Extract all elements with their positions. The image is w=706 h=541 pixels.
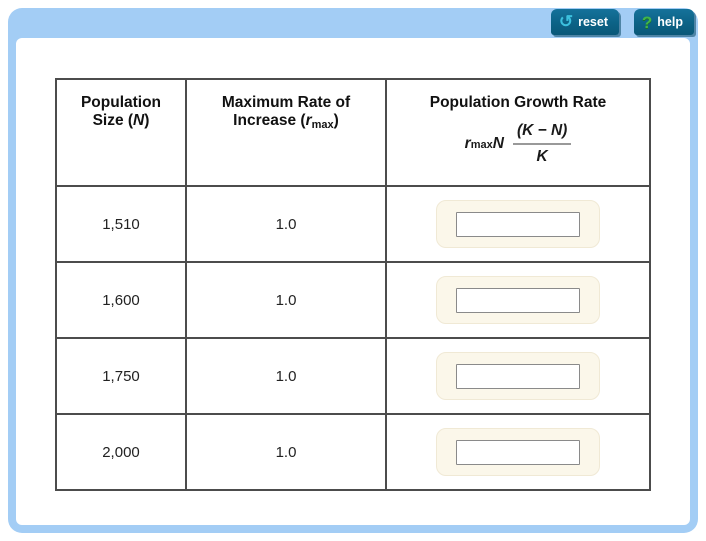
header-max-rate-line1: Maximum Rate of: [221, 94, 351, 111]
table-row: 2,000 1.0: [55, 413, 651, 491]
reset-arrow-icon: ↺: [558, 11, 574, 31]
table-row: 1,510 1.0: [55, 185, 651, 263]
growth-rate-input-row3[interactable]: [456, 363, 580, 389]
population-growth-table: Population Size (N) Maximum Rate of Incr…: [55, 78, 651, 491]
header-population-size: Population Size (N): [55, 78, 187, 187]
header-row: Population Size (N) Maximum Rate of Incr…: [55, 78, 651, 187]
growth-rate-cell: [385, 261, 651, 339]
answer-field-wrapper: [436, 276, 600, 324]
table-row: 1,600 1.0: [55, 261, 651, 339]
formula-numerator: (K − N): [512, 122, 572, 145]
growth-rate-input-row1[interactable]: [456, 211, 580, 237]
formula-fraction: (K − N) K: [512, 122, 572, 166]
table-row: 1,750 1.0: [55, 337, 651, 415]
header-growth-rate-title: Population Growth Rate: [429, 94, 607, 111]
reset-button[interactable]: ↺ reset: [550, 9, 619, 35]
growth-rate-input-row4[interactable]: [456, 439, 580, 465]
header-population-size-line1: Population: [80, 94, 162, 111]
reset-button-label: reset: [578, 15, 608, 29]
header-max-rate: Maximum Rate of Increase (rmax): [185, 78, 387, 187]
population-size-value: 2,000: [55, 413, 187, 491]
max-rate-value: 1.0: [185, 337, 387, 415]
growth-rate-cell: [385, 337, 651, 415]
growth-rate-formula: r max N (K − N) K: [387, 122, 649, 166]
max-rate-value: 1.0: [185, 185, 387, 263]
header-growth-rate: Population Growth Rate r max N (K − N) K: [385, 78, 651, 187]
growth-rate-input-row2[interactable]: [456, 287, 580, 313]
help-button[interactable]: ? help: [633, 9, 694, 35]
growth-rate-cell: [385, 413, 651, 491]
population-size-value: 1,750: [55, 337, 187, 415]
help-button-label: help: [657, 15, 683, 29]
formula-coefficient: r max N: [464, 135, 504, 152]
answer-field-wrapper: [436, 428, 600, 476]
answer-field-wrapper: [436, 352, 600, 400]
population-size-value: 1,600: [55, 261, 187, 339]
growth-rate-cell: [385, 185, 651, 263]
header-population-size-line2: Size (N): [92, 112, 150, 129]
max-rate-value: 1.0: [185, 413, 387, 491]
population-size-value: 1,510: [55, 185, 187, 263]
header-max-rate-line2: Increase (rmax): [233, 112, 339, 131]
question-mark-icon: ?: [641, 12, 653, 32]
answer-field-wrapper: [436, 200, 600, 248]
max-rate-value: 1.0: [185, 261, 387, 339]
formula-denominator: K: [536, 148, 548, 165]
